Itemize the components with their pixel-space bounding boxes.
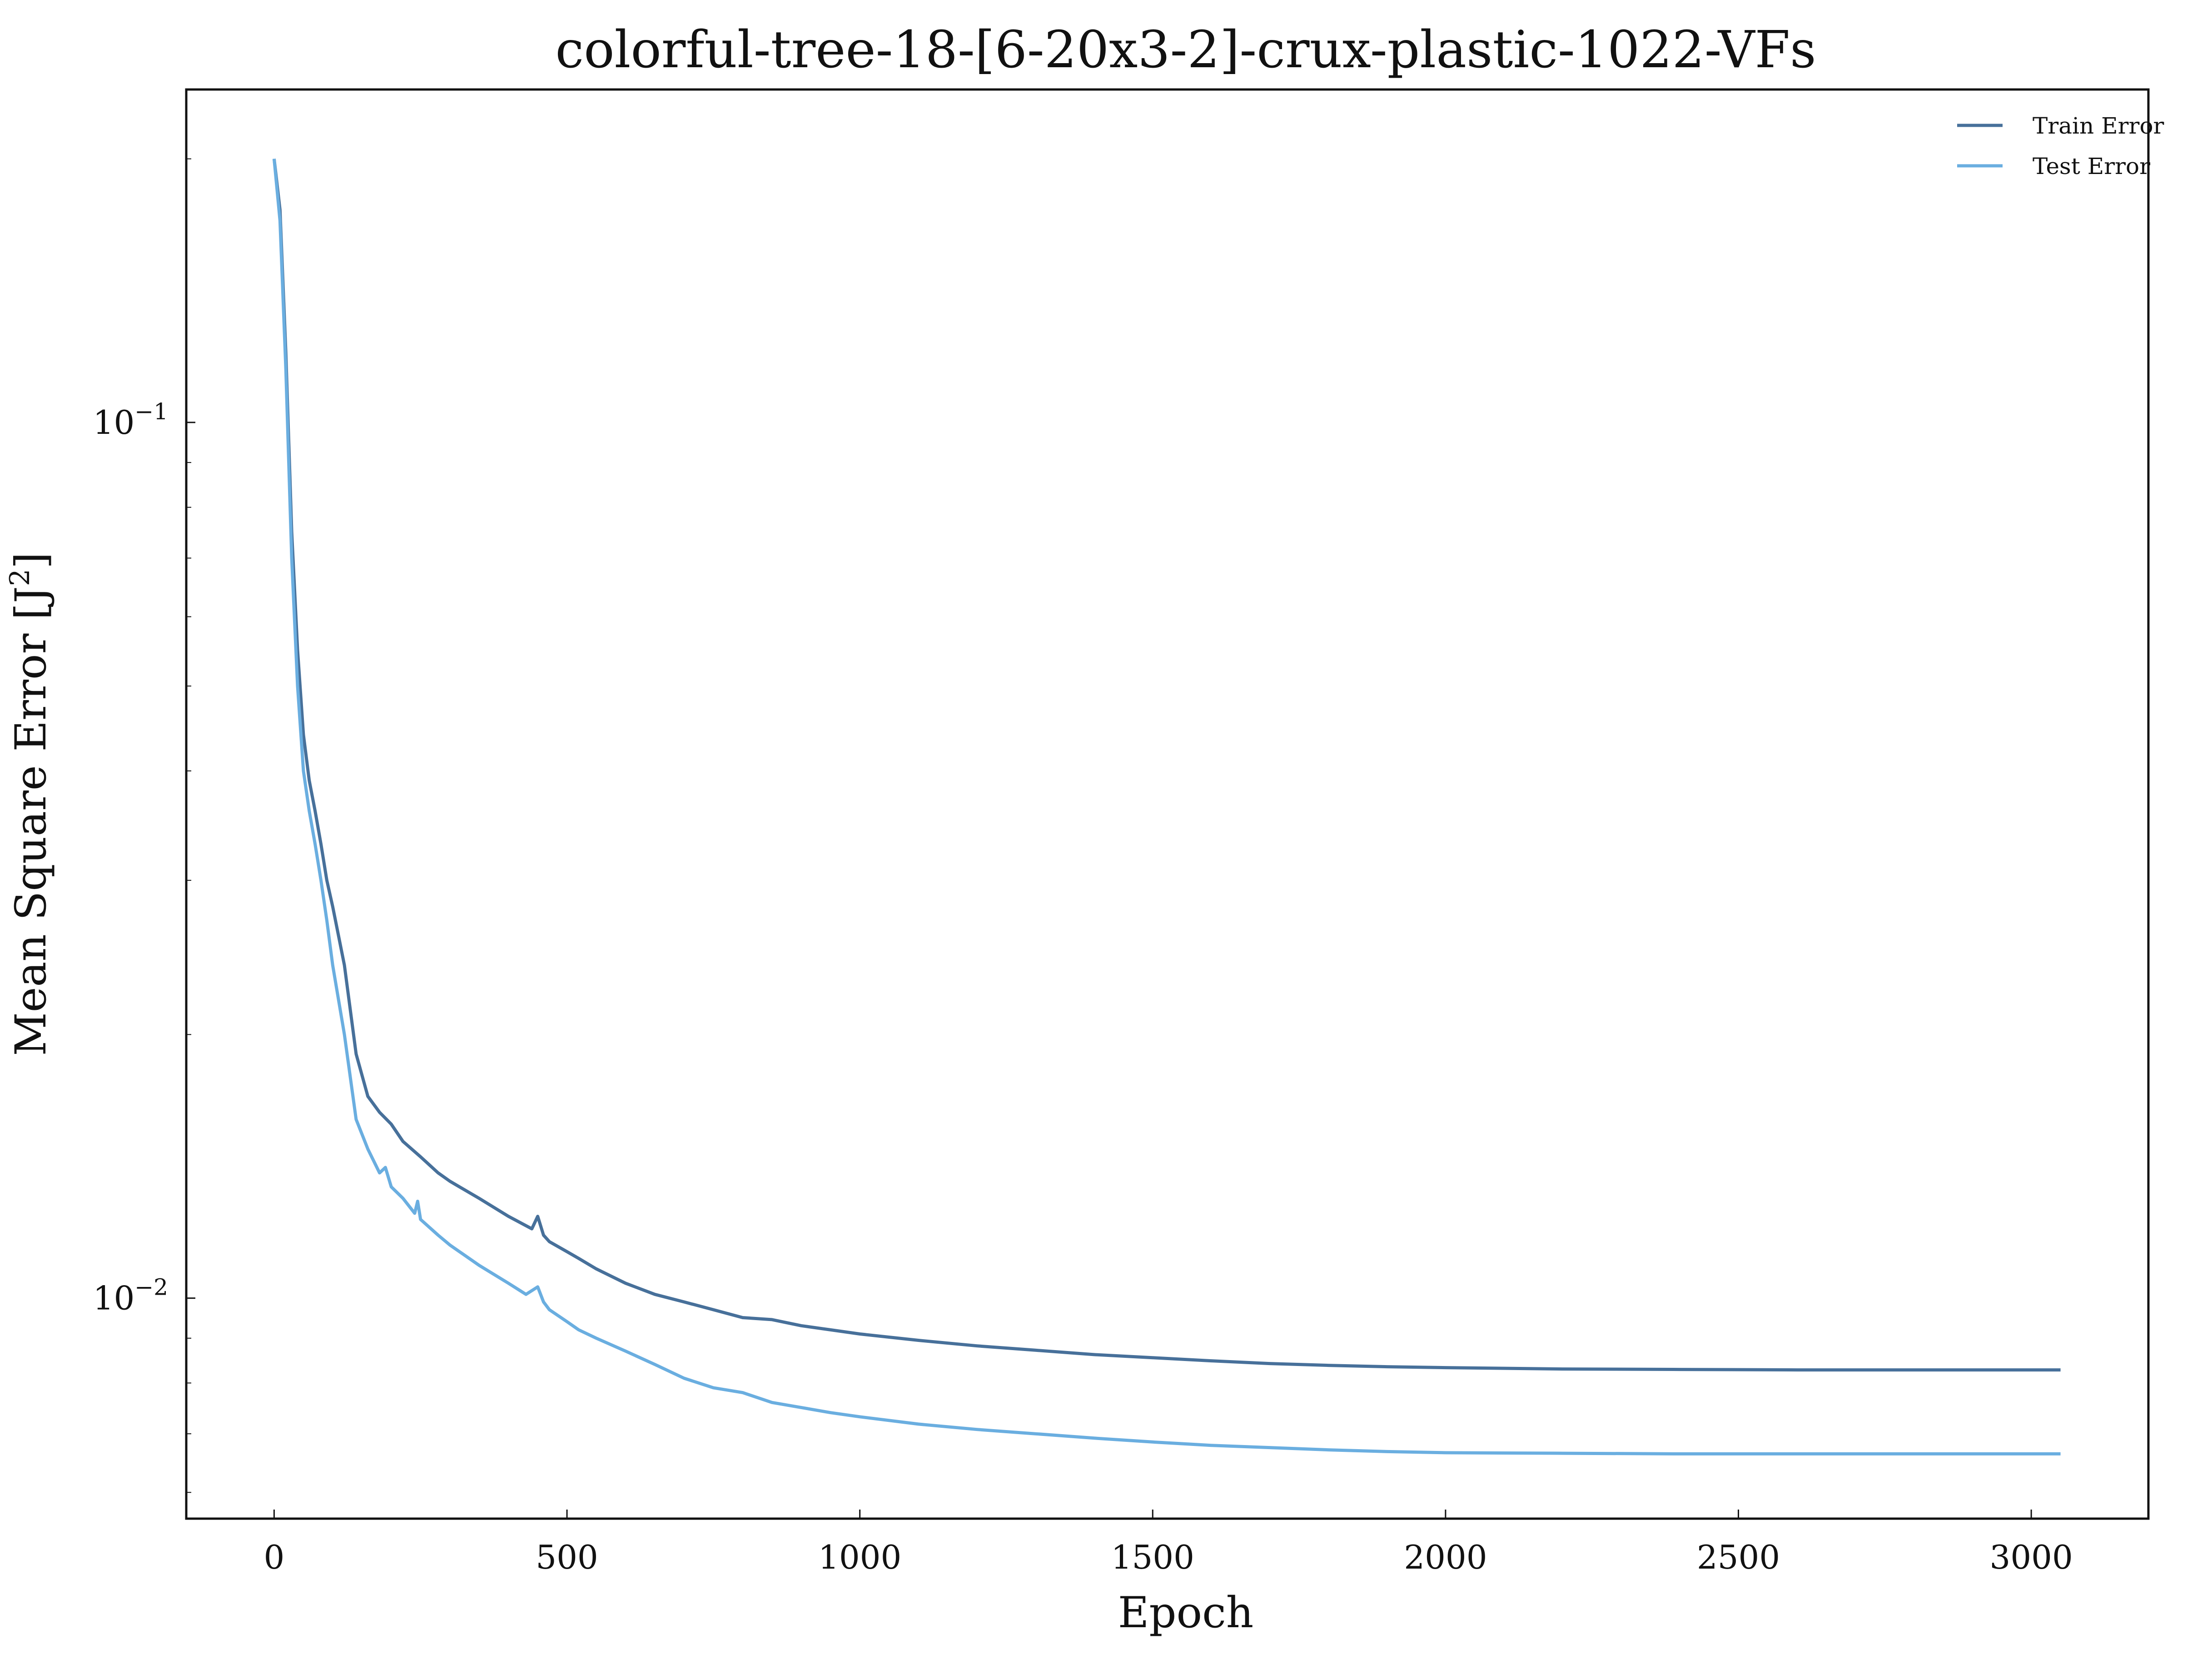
x-axis-ticks: 0 500 1000 1500 2000 2500 3000 — [263, 1510, 2073, 1576]
chart-title: colorful-tree-18-[6-20x3-2]-crux-plastic… — [555, 20, 1816, 79]
x-tick-label: 3000 — [1990, 1538, 2073, 1576]
x-tick-label: 0 — [263, 1538, 284, 1576]
y-axis-ticks: 10−1 10−2 — [93, 158, 195, 1493]
x-tick-label: 500 — [536, 1538, 598, 1576]
plot-area — [185, 88, 2150, 1520]
series-line-train-error — [272, 159, 2061, 1372]
y-axis-label: Mean Square Error [J2] — [4, 552, 56, 1056]
series-line-test-error — [272, 159, 2061, 1455]
y-tick-label: 10−2 — [93, 1274, 168, 1317]
y-axis-label-main: Mean Square Error [J — [6, 586, 56, 1056]
x-tick-label: 1000 — [818, 1538, 901, 1576]
x-tick-label: 2000 — [1404, 1538, 1487, 1576]
x-tick-label: 2500 — [1697, 1538, 1780, 1576]
y-axis-label-close: ] — [6, 552, 56, 569]
axes-frame — [185, 88, 2150, 1520]
legend-label-train: Train Error — [2033, 113, 2164, 139]
x-axis-label: Epoch — [1118, 1588, 1254, 1638]
x-tick-label: 1500 — [1111, 1538, 1194, 1576]
legend: Train Error Test Error — [1957, 113, 2164, 179]
y-tick-label: 10−1 — [93, 398, 168, 442]
legend-label-test: Test Error — [2033, 153, 2150, 179]
y-axis-label-superscript: 2 — [4, 569, 36, 586]
lines-layer — [272, 159, 2061, 1455]
